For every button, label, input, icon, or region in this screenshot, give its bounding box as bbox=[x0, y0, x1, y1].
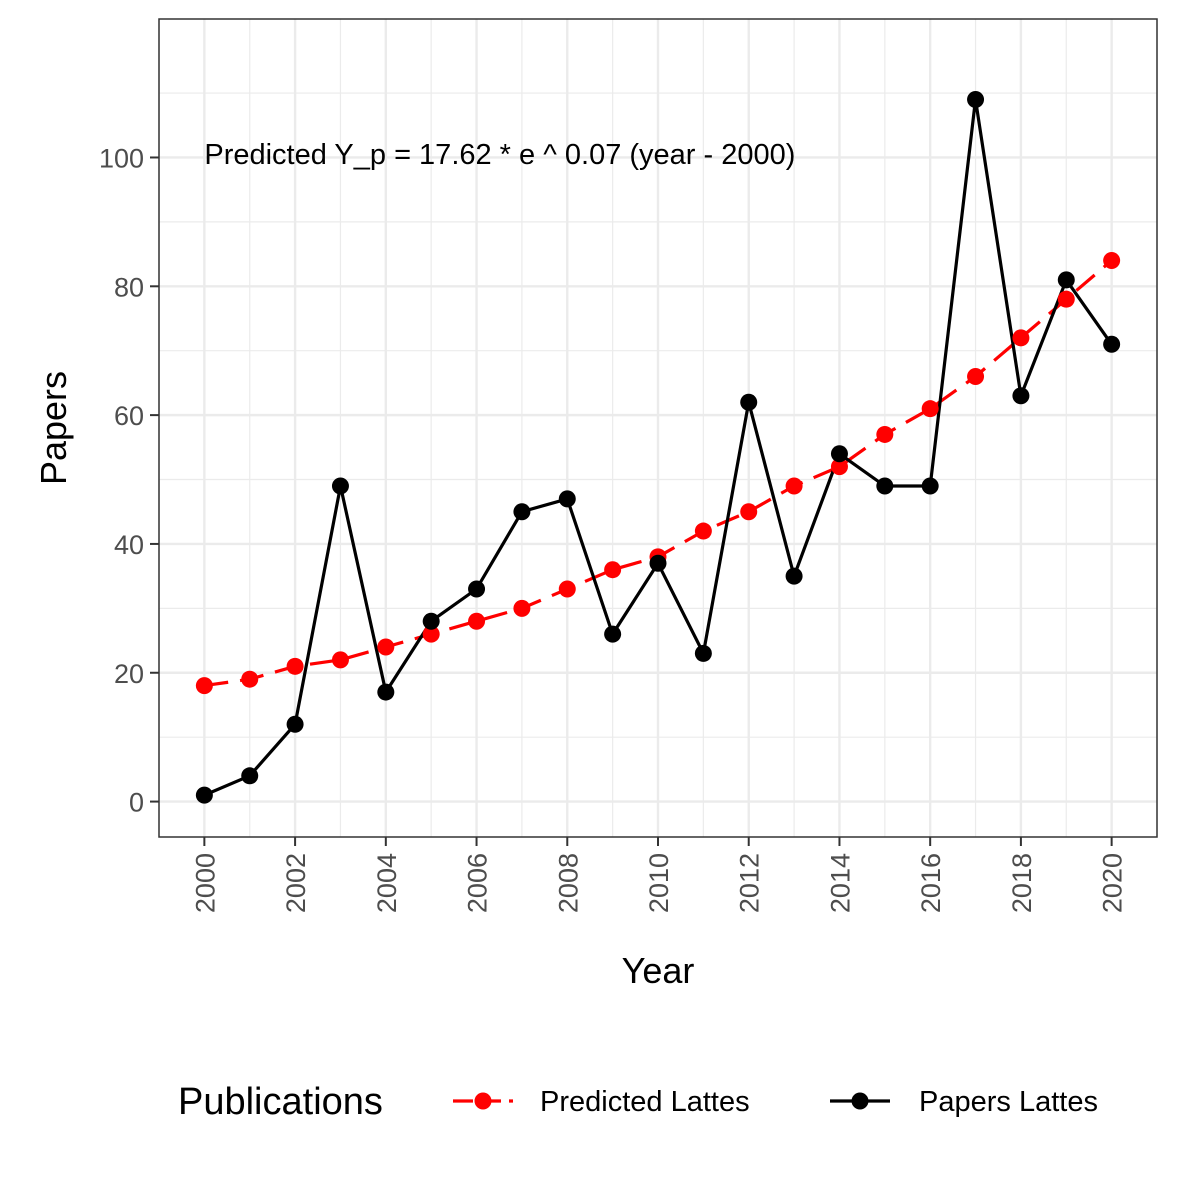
data-point-predicted-lattes bbox=[967, 367, 985, 385]
series-layer bbox=[195, 91, 1121, 804]
data-point-predicted-lattes bbox=[558, 580, 576, 598]
y-tick-label: 40 bbox=[114, 530, 144, 560]
legend-title: Publications bbox=[178, 1081, 383, 1123]
x-tick-label: 2018 bbox=[1007, 853, 1037, 913]
axes: 2000 2002 2004 2006 2008 2010 2012 2014 2016 2018… bbox=[99, 143, 1128, 913]
data-point-predicted-lattes bbox=[740, 503, 758, 521]
y-tick-label: 80 bbox=[114, 272, 144, 302]
grid bbox=[158, 19, 1158, 837]
legend-key-point bbox=[851, 1092, 869, 1110]
data-point-predicted-lattes bbox=[694, 522, 712, 540]
data-point-predicted-lattes bbox=[286, 657, 304, 675]
x-axis-title: Year bbox=[622, 950, 695, 991]
data-point-papers-lattes bbox=[1057, 271, 1075, 289]
data-point-papers-lattes bbox=[558, 490, 576, 508]
data-point-predicted-lattes bbox=[830, 458, 848, 476]
x-tick-label: 2016 bbox=[916, 853, 946, 913]
data-point-papers-lattes bbox=[740, 393, 758, 411]
data-point-papers-lattes bbox=[785, 567, 803, 585]
x-tick-label: 2000 bbox=[190, 853, 220, 913]
y-tick-label: 60 bbox=[114, 401, 144, 431]
data-point-predicted-lattes bbox=[513, 599, 531, 617]
data-point-predicted-lattes bbox=[1057, 290, 1075, 308]
data-point-papers-lattes bbox=[694, 644, 712, 662]
x-tick-label: 2004 bbox=[372, 853, 402, 913]
data-point-papers-lattes bbox=[967, 91, 985, 109]
y-tick-label: 100 bbox=[99, 143, 144, 173]
data-point-predicted-lattes bbox=[1103, 252, 1121, 270]
x-tick-label: 2002 bbox=[281, 853, 311, 913]
data-point-papers-lattes bbox=[876, 477, 894, 495]
x-tick-label: 2012 bbox=[735, 853, 765, 913]
legend-key-point bbox=[474, 1092, 492, 1110]
data-point-papers-lattes bbox=[1012, 387, 1030, 405]
y-axis-title: Papers bbox=[33, 371, 74, 485]
data-point-papers-lattes bbox=[195, 786, 213, 804]
x-tick-label: 2020 bbox=[1098, 853, 1128, 913]
legend: Publications Predicted Lattes Papers Lat… bbox=[178, 1081, 1098, 1123]
data-point-predicted-lattes bbox=[468, 612, 486, 630]
legend-key-papers bbox=[830, 1092, 890, 1110]
data-point-predicted-lattes bbox=[604, 561, 622, 579]
y-tick-label: 0 bbox=[129, 788, 144, 818]
data-point-predicted-lattes bbox=[377, 638, 395, 656]
equation-annotation: Predicted Y_p = 17.62 * e ^ 0.07 (year -… bbox=[204, 139, 795, 171]
x-tick-label: 2006 bbox=[463, 853, 493, 913]
data-point-papers-lattes bbox=[286, 715, 304, 733]
data-point-predicted-lattes bbox=[331, 651, 349, 669]
data-point-papers-lattes bbox=[241, 767, 259, 785]
data-point-predicted-lattes bbox=[1012, 329, 1030, 347]
data-point-predicted-lattes bbox=[785, 477, 803, 495]
legend-key-predicted bbox=[453, 1092, 513, 1110]
data-point-predicted-lattes bbox=[876, 425, 894, 443]
data-point-predicted-lattes bbox=[921, 400, 939, 418]
x-tick-label: 2014 bbox=[825, 853, 855, 913]
data-point-papers-lattes bbox=[513, 503, 531, 521]
data-point-papers-lattes bbox=[921, 477, 939, 495]
data-point-predicted-lattes bbox=[195, 677, 213, 695]
data-point-papers-lattes bbox=[331, 477, 349, 495]
x-tick-label: 2008 bbox=[553, 853, 583, 913]
data-point-papers-lattes bbox=[649, 554, 667, 572]
data-point-predicted-lattes bbox=[241, 670, 259, 688]
legend-label-papers: Papers Lattes bbox=[919, 1086, 1098, 1118]
x-tick-label: 2010 bbox=[644, 853, 674, 913]
y-tick-label: 20 bbox=[114, 659, 144, 689]
data-point-papers-lattes bbox=[830, 445, 848, 463]
data-point-papers-lattes bbox=[604, 625, 622, 643]
data-point-papers-lattes bbox=[1103, 335, 1121, 353]
data-point-predicted-lattes bbox=[422, 625, 440, 643]
legend-label-predicted: Predicted Lattes bbox=[540, 1086, 750, 1118]
data-point-papers-lattes bbox=[468, 580, 486, 598]
data-point-papers-lattes bbox=[422, 612, 440, 630]
data-point-papers-lattes bbox=[377, 683, 395, 701]
